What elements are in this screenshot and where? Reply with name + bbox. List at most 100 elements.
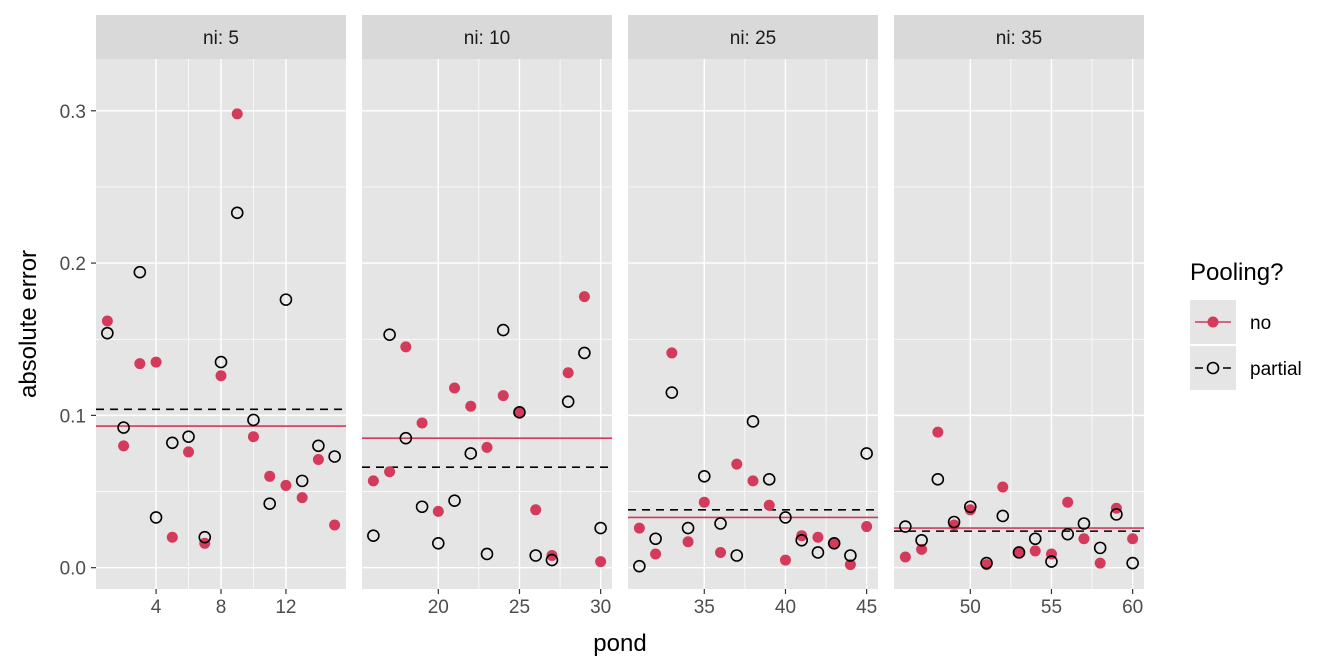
x-tick-label: 20 <box>428 597 449 618</box>
point-partial <box>1012 546 1026 559</box>
point-no <box>997 481 1009 493</box>
point-partial <box>665 386 679 399</box>
panel-strip-label: ni: 10 <box>464 28 510 49</box>
point-partial <box>1061 527 1075 541</box>
point-partial <box>149 511 163 524</box>
panel-background <box>894 59 1144 589</box>
point-no <box>747 475 759 487</box>
x-tick-label: 12 <box>275 597 296 618</box>
x-tick-label: 4 <box>151 597 162 618</box>
point-no <box>280 479 292 491</box>
y-axis-title: absolute error <box>15 250 42 398</box>
x-tick-label: 30 <box>590 597 611 618</box>
point-no <box>449 382 461 394</box>
panel-strip <box>96 15 346 59</box>
legend-marker-no <box>1207 316 1219 328</box>
point-partial <box>431 537 445 550</box>
point-no <box>731 458 743 470</box>
x-tick-label: 25 <box>509 597 530 618</box>
point-no <box>796 530 808 542</box>
legend-marker-partial <box>1206 361 1220 375</box>
point-partial <box>513 406 526 419</box>
point-no <box>1094 557 1106 569</box>
x-tick-label: 50 <box>960 597 981 618</box>
panel-strip <box>628 15 878 59</box>
point-partial <box>328 450 341 463</box>
point-partial <box>1126 556 1139 570</box>
point-partial <box>779 511 792 524</box>
point-partial <box>367 529 380 542</box>
panel-3: ni: 25 35 40 45 <box>628 15 878 618</box>
point-no <box>166 531 178 543</box>
chart-panels: ni: 5 4 8 12 ni: 10 20 25 30 ni: 25 35 40 45 ni: 35 5… <box>96 15 1144 618</box>
point-partial <box>165 436 179 450</box>
panel-2: ni: 10 20 25 30 <box>362 15 612 618</box>
point-partial <box>827 537 841 550</box>
legend-label-no: no <box>1250 313 1271 334</box>
point-partial <box>399 431 413 445</box>
panel-strip <box>894 15 1144 59</box>
point-partial <box>117 421 130 434</box>
point-no <box>595 556 607 568</box>
panel-1: ni: 5 4 8 12 <box>96 15 346 618</box>
point-partial <box>415 500 429 514</box>
point-no <box>1078 533 1090 545</box>
y-axis: 0.0 0.1 0.2 0.3 <box>60 102 96 580</box>
point-no <box>763 499 775 511</box>
point-no <box>134 358 146 370</box>
point-partial <box>947 515 961 529</box>
point-partial <box>844 549 857 562</box>
point-no <box>367 475 379 487</box>
point-partial <box>279 293 293 306</box>
point-no <box>231 108 243 120</box>
y-tick-label: 0.1 <box>60 406 86 427</box>
point-partial <box>383 328 396 341</box>
y-tick-label: 0.0 <box>60 559 86 580</box>
point-partial <box>198 530 212 544</box>
point-no <box>183 446 195 458</box>
point-partial <box>594 521 607 535</box>
point-partial <box>996 509 1010 523</box>
point-partial <box>633 559 646 573</box>
point-no <box>964 504 976 516</box>
point-no <box>150 356 162 368</box>
point-partial <box>263 497 277 511</box>
point-no <box>650 548 662 560</box>
point-partial <box>496 323 510 337</box>
point-partial <box>448 494 461 507</box>
point-partial <box>714 517 727 530</box>
point-no <box>948 519 960 531</box>
point-no <box>779 554 791 566</box>
x-tick-label: 8 <box>216 597 227 618</box>
point-partial <box>746 415 760 428</box>
point-no <box>247 431 259 443</box>
point-partial <box>980 556 993 570</box>
point-partial <box>899 520 912 533</box>
point-partial <box>1028 532 1042 546</box>
point-no <box>844 559 856 571</box>
x-tick-label: 35 <box>694 597 715 618</box>
point-no <box>698 496 710 508</box>
point-no <box>118 440 130 452</box>
point-no <box>1029 545 1041 557</box>
point-no <box>578 291 590 303</box>
point-no <box>899 551 911 563</box>
point-no <box>400 341 412 353</box>
point-no <box>264 470 276 482</box>
panel-strip-label: ni: 35 <box>996 28 1042 49</box>
point-partial <box>963 500 977 514</box>
point-no <box>416 417 428 429</box>
legend-title: Pooling? <box>1190 259 1283 286</box>
point-partial <box>730 549 744 562</box>
point-partial <box>1077 517 1091 530</box>
point-no <box>329 519 341 531</box>
point-partial <box>697 469 711 483</box>
point-no <box>530 504 542 516</box>
y-tick-label: 0.3 <box>60 102 86 123</box>
point-partial <box>860 447 873 460</box>
point-no <box>513 406 525 418</box>
point-no <box>1062 496 1074 508</box>
point-partial <box>811 546 825 559</box>
point-no <box>812 531 824 543</box>
point-partial <box>681 521 695 535</box>
